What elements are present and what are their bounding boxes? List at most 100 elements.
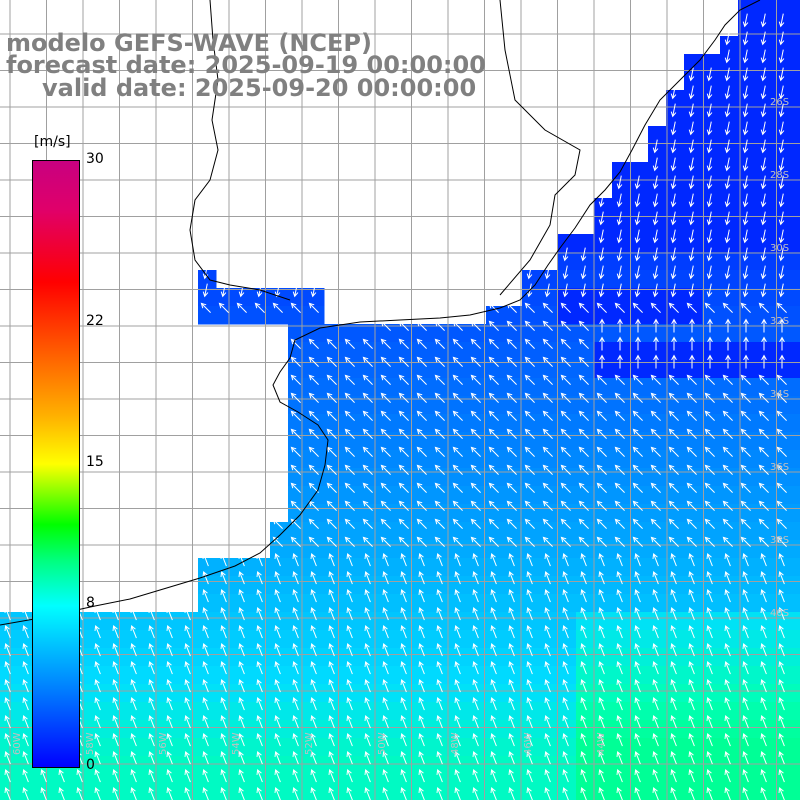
- wind-cell: [90, 702, 109, 721]
- wind-arrow: [364, 552, 371, 567]
- wind-cell: [702, 738, 721, 757]
- wind-arrow: [652, 750, 659, 765]
- wind-arrow: [670, 121, 677, 136]
- wind-cell: [720, 648, 739, 667]
- wind-cell: [630, 162, 649, 181]
- wind-arrow: [452, 500, 463, 511]
- wind-arrow: [598, 732, 605, 747]
- longitude-label: 54W: [231, 732, 242, 755]
- wind-arrow: [400, 552, 407, 567]
- wind-cell: [594, 396, 613, 415]
- wind-arrow: [94, 786, 101, 800]
- wind-arrow: [632, 428, 643, 439]
- wind-cell: [594, 486, 613, 505]
- wind-arrow: [452, 464, 463, 475]
- wind-cell: [396, 414, 415, 433]
- wind-cell: [702, 72, 721, 91]
- wind-arrow: [742, 606, 749, 621]
- wind-arrow: [706, 121, 713, 136]
- wind-cell: [432, 684, 451, 703]
- wind-arrow: [22, 624, 29, 639]
- wind-cell: [198, 594, 217, 613]
- wind-arrow: [4, 624, 11, 639]
- wind-cell: [396, 756, 415, 775]
- wind-arrow: [130, 660, 137, 675]
- wind-cell: [666, 288, 685, 307]
- wind-cell: [432, 558, 451, 577]
- wind-cell: [504, 774, 523, 793]
- wind-cell: [630, 324, 649, 343]
- wind-arrow: [686, 410, 697, 421]
- wind-cell: [504, 630, 523, 649]
- wind-cell: [774, 234, 793, 253]
- wind-arrow: [148, 768, 155, 783]
- wind-arrow: [148, 714, 155, 729]
- wind-cell: [162, 738, 181, 757]
- wind-cell: [198, 684, 217, 703]
- wind-cell: [360, 720, 379, 739]
- wind-arrow: [166, 732, 173, 747]
- wind-arrow: [272, 302, 283, 313]
- wind-cell: [648, 162, 667, 181]
- wind-cell: [522, 450, 541, 469]
- wind-arrow: [292, 624, 299, 639]
- wind-arrow: [382, 660, 389, 675]
- wind-arrow: [488, 392, 499, 403]
- wind-arrow: [724, 570, 731, 585]
- wind-cell: [414, 756, 433, 775]
- wind-cell: [792, 234, 800, 253]
- wind-cell: [774, 612, 793, 631]
- wind-cell: [702, 414, 721, 433]
- wind-cell: [360, 666, 379, 685]
- wind-cell: [630, 234, 649, 253]
- wind-cell: [558, 342, 577, 361]
- wind-cell: [252, 648, 271, 667]
- wind-arrow: [418, 624, 425, 639]
- wind-arrow: [760, 732, 767, 747]
- wind-arrow: [544, 552, 551, 567]
- wind-arrow: [740, 410, 751, 421]
- wind-arrow: [526, 265, 533, 280]
- wind-cell: [522, 684, 541, 703]
- wind-arrow: [724, 624, 731, 639]
- wind-arrow: [544, 714, 551, 729]
- wind-cell: [396, 630, 415, 649]
- wind-cell: [108, 738, 127, 757]
- wind-arrow: [760, 31, 767, 46]
- wind-arrow: [274, 606, 281, 621]
- wind-cell: [270, 720, 289, 739]
- wind-cell: [594, 558, 613, 577]
- wind-arrow: [148, 606, 155, 621]
- wind-cell: [774, 306, 793, 325]
- wind-arrow: [524, 428, 535, 439]
- wind-arrow: [308, 446, 319, 457]
- wind-cell: [252, 666, 271, 685]
- wind-arrow: [238, 786, 245, 800]
- wind-cell: [378, 702, 397, 721]
- wind-arrow: [776, 428, 787, 439]
- wind-arrow: [94, 678, 101, 693]
- wind-cell: [648, 270, 667, 289]
- wind-arrow: [506, 536, 517, 547]
- wind-arrow: [688, 642, 695, 657]
- wind-arrow: [454, 660, 461, 675]
- wind-cell: [0, 774, 19, 793]
- wind-cell: [450, 342, 469, 361]
- wind-cell: [792, 72, 800, 91]
- wind-arrow: [760, 121, 767, 136]
- wind-cell: [738, 414, 757, 433]
- wind-cell: [216, 594, 235, 613]
- wind-arrow: [22, 786, 29, 800]
- wind-arrow: [742, 229, 749, 244]
- wind-arrow: [722, 446, 733, 457]
- wind-arrow: [454, 786, 461, 800]
- wind-cell: [666, 756, 685, 775]
- wind-arrow: [686, 536, 697, 547]
- wind-cell: [738, 774, 757, 793]
- wind-cell: [540, 594, 559, 613]
- wind-arrow: [652, 139, 659, 154]
- wind-cell: [360, 756, 379, 775]
- wind-arrow: [488, 464, 499, 475]
- wind-arrow: [670, 552, 677, 567]
- wind-cell: [414, 774, 433, 793]
